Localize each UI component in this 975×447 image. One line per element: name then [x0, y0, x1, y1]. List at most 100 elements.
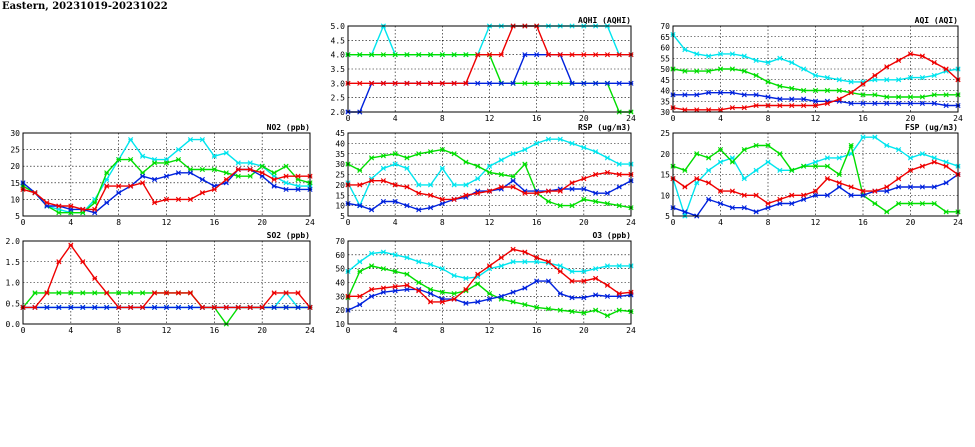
- data-point: [283, 163, 289, 169]
- data-point: [557, 268, 563, 275]
- data-point: [534, 52, 540, 58]
- y-tick-label: 35: [335, 150, 345, 159]
- data-point: [510, 299, 516, 305]
- data-point: [884, 64, 890, 70]
- data-point: [919, 163, 925, 169]
- data-point: [32, 304, 38, 310]
- y-tick-label: 15: [660, 171, 670, 180]
- data-point: [741, 105, 747, 111]
- data-point: [139, 304, 146, 310]
- data-point: [545, 52, 552, 58]
- data-point: [848, 192, 854, 198]
- data-point: [427, 261, 434, 268]
- data-point: [812, 87, 819, 94]
- data-point: [451, 196, 457, 202]
- data-point: [717, 107, 724, 113]
- data-point: [604, 200, 611, 207]
- series-red: [345, 169, 634, 202]
- x-tick-label: 12: [485, 114, 495, 123]
- chart-title: RSP (ug/m3): [578, 123, 631, 132]
- data-point: [439, 165, 445, 171]
- data-point: [604, 155, 611, 161]
- data-point: [175, 196, 182, 202]
- x-tick-label: 16: [210, 326, 220, 335]
- x-tick-label: 20: [579, 218, 589, 227]
- data-point: [357, 203, 363, 209]
- data-point: [498, 80, 504, 86]
- data-point: [943, 180, 949, 186]
- data-point: [92, 200, 98, 206]
- data-point: [604, 52, 611, 58]
- data-point: [498, 52, 504, 58]
- data-point: [682, 209, 688, 215]
- data-point: [451, 80, 457, 86]
- data-point: [884, 142, 890, 149]
- x-tick-label: 8: [766, 114, 771, 123]
- data-point: [223, 150, 229, 156]
- data-point: [56, 290, 62, 296]
- series-red: [20, 166, 313, 212]
- data-point: [581, 268, 587, 275]
- data-point: [581, 80, 587, 86]
- data-point: [463, 300, 469, 306]
- data-point: [392, 288, 398, 294]
- plot-frame: [672, 132, 959, 217]
- chart-title: SO2 (ppb): [267, 231, 310, 240]
- data-point: [682, 184, 688, 190]
- data-point: [259, 163, 265, 169]
- data-point: [836, 155, 842, 161]
- data-point: [931, 59, 937, 66]
- data-point: [463, 159, 469, 165]
- data-point: [801, 196, 807, 202]
- data-point: [729, 155, 735, 161]
- data-point: [616, 184, 622, 190]
- data-point: [80, 259, 86, 265]
- data-point: [247, 160, 253, 166]
- data-point: [717, 90, 724, 96]
- plot-frame: [22, 240, 311, 325]
- data-point: [884, 209, 890, 215]
- data-point: [896, 147, 902, 153]
- data-point: [801, 163, 807, 169]
- data-point: [907, 94, 914, 100]
- data-point: [872, 134, 878, 140]
- data-point: [486, 52, 493, 58]
- data-point: [777, 167, 783, 173]
- data-point: [741, 176, 747, 182]
- x-tick-label: 8: [116, 218, 121, 227]
- data-point: [836, 77, 842, 83]
- data-point: [848, 184, 854, 190]
- data-point: [44, 200, 50, 206]
- data-point: [486, 163, 493, 169]
- data-point: [604, 80, 611, 86]
- data-point: [765, 94, 771, 100]
- data-point: [510, 173, 516, 180]
- data-point: [163, 160, 170, 166]
- x-tick-label: 8: [766, 218, 771, 227]
- data-point: [199, 137, 205, 143]
- data-point: [682, 68, 688, 74]
- y-tick-label: 1.5: [6, 258, 21, 267]
- data-point: [498, 255, 504, 261]
- data-point: [569, 295, 575, 301]
- data-point: [392, 284, 398, 290]
- data-point: [896, 77, 902, 83]
- data-point: [545, 80, 552, 86]
- y-tick-label: 10: [335, 320, 345, 329]
- data-point: [545, 136, 552, 142]
- data-point: [32, 190, 38, 196]
- data-point: [128, 137, 134, 143]
- data-point: [753, 57, 759, 63]
- data-point: [404, 203, 410, 209]
- x-tick-label: 0: [21, 218, 26, 227]
- data-point: [187, 304, 194, 310]
- y-tick-label: 4.5: [331, 36, 346, 45]
- data-point: [777, 83, 783, 89]
- data-point: [416, 182, 422, 188]
- data-point: [271, 170, 277, 176]
- data-point: [753, 72, 759, 79]
- data-point: [919, 94, 925, 100]
- y-tick-label: 70: [660, 22, 670, 31]
- data-point: [92, 304, 98, 310]
- x-tick-label: 4: [393, 326, 398, 335]
